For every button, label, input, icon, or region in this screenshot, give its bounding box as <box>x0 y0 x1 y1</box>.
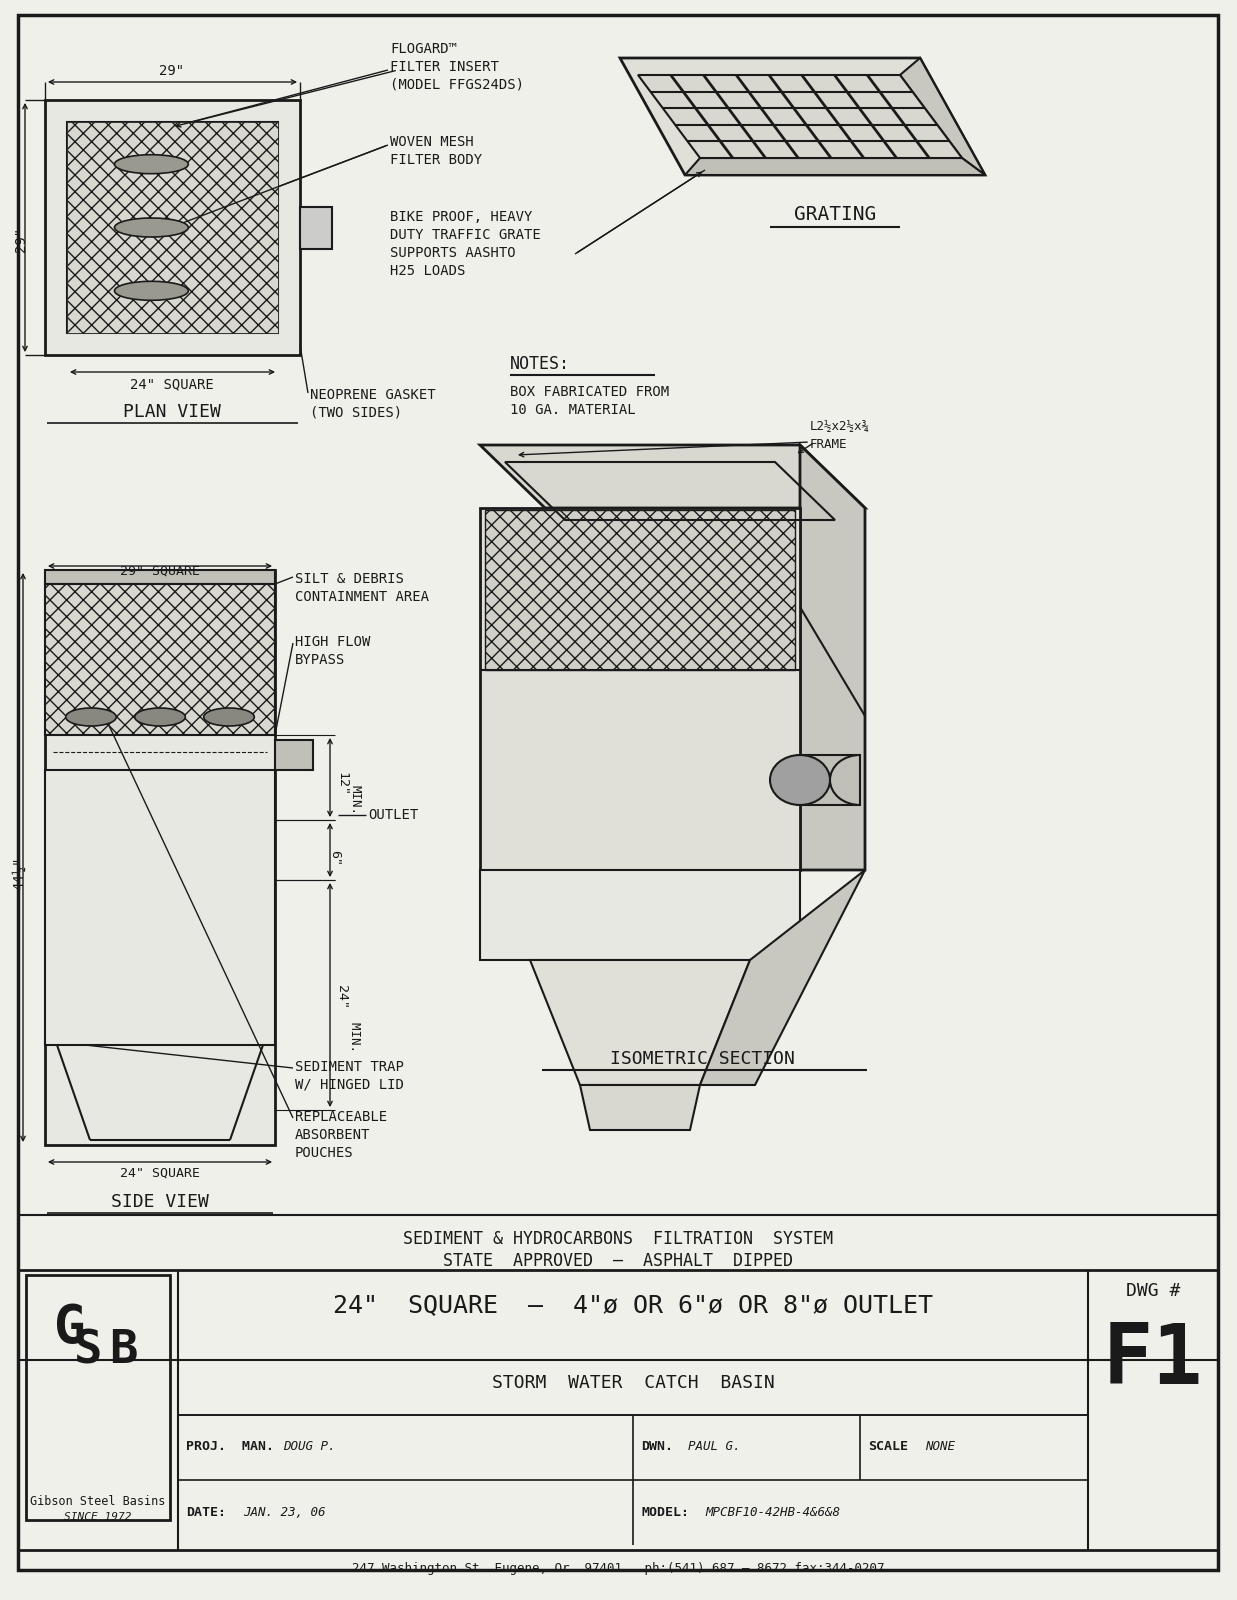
Text: JAN. 23, 06: JAN. 23, 06 <box>242 1506 325 1518</box>
Text: BIKE PROOF, HEAVY: BIKE PROOF, HEAVY <box>390 210 532 224</box>
Text: F1: F1 <box>1102 1320 1204 1402</box>
Bar <box>45 584 275 734</box>
Text: FILTER BODY: FILTER BODY <box>390 154 482 166</box>
Bar <box>45 570 275 1146</box>
Text: PROJ.  MAN.: PROJ. MAN. <box>186 1440 275 1453</box>
Polygon shape <box>480 445 865 509</box>
Ellipse shape <box>135 707 186 726</box>
Text: DATE:: DATE: <box>186 1506 226 1518</box>
Text: REPLACEABLE: REPLACEABLE <box>294 1110 387 1123</box>
Text: SIDE VIEW: SIDE VIEW <box>111 1194 209 1211</box>
Text: DWN.: DWN. <box>641 1440 673 1453</box>
Polygon shape <box>580 1085 700 1130</box>
Polygon shape <box>620 58 985 174</box>
Text: FLOGARD™: FLOGARD™ <box>390 42 456 56</box>
Bar <box>301 206 332 250</box>
Bar <box>45 584 275 734</box>
Text: HIGH FLOW: HIGH FLOW <box>294 635 370 650</box>
Text: SEDIMENT TRAP: SEDIMENT TRAP <box>294 1059 403 1074</box>
Text: OUTLET: OUTLET <box>367 808 418 822</box>
Polygon shape <box>800 445 865 870</box>
Ellipse shape <box>769 755 830 805</box>
Bar <box>45 570 275 584</box>
Polygon shape <box>700 870 865 1085</box>
Text: FRAME: FRAME <box>810 438 847 451</box>
Text: NONE: NONE <box>925 1440 955 1453</box>
Text: STATE  APPROVED  –  ASPHALT  DIPPED: STATE APPROVED – ASPHALT DIPPED <box>443 1251 793 1270</box>
Ellipse shape <box>115 282 188 301</box>
Text: 29" SQUARE: 29" SQUARE <box>120 565 200 578</box>
Bar <box>26 1275 169 1520</box>
Text: DWG #: DWG # <box>1126 1282 1180 1299</box>
Text: SINCE 1972: SINCE 1972 <box>64 1512 132 1522</box>
Text: POUCHES: POUCHES <box>294 1146 354 1160</box>
Text: ABSORBENT: ABSORBENT <box>294 1128 370 1142</box>
Text: NEOPRENE GASKET: NEOPRENE GASKET <box>310 387 435 402</box>
Bar <box>45 99 301 355</box>
Ellipse shape <box>204 707 255 726</box>
Polygon shape <box>485 510 795 670</box>
Text: 6": 6" <box>329 850 341 866</box>
Text: 29": 29" <box>160 64 184 78</box>
Text: (MODEL FFGS24DS): (MODEL FFGS24DS) <box>390 78 524 91</box>
Polygon shape <box>901 58 985 174</box>
Polygon shape <box>480 870 800 960</box>
Text: 12": 12" <box>335 773 348 795</box>
Text: 24" SQUARE: 24" SQUARE <box>130 378 214 390</box>
Bar <box>67 122 278 333</box>
Text: PLAN VIEW: PLAN VIEW <box>122 403 221 421</box>
Text: MIN.: MIN. <box>348 786 361 814</box>
Text: FILTER INSERT: FILTER INSERT <box>390 59 499 74</box>
Ellipse shape <box>115 155 188 174</box>
Text: ISOMETRIC SECTION: ISOMETRIC SECTION <box>610 1050 794 1069</box>
Text: SCALE: SCALE <box>868 1440 908 1453</box>
Text: 29": 29" <box>14 227 28 253</box>
Bar <box>800 755 860 805</box>
Text: SUPPORTS AASHTO: SUPPORTS AASHTO <box>390 246 516 259</box>
Text: GRATING: GRATING <box>794 205 876 224</box>
Text: DUTY TRAFFIC GRATE: DUTY TRAFFIC GRATE <box>390 227 541 242</box>
Text: MPCBF10-42HB-4&6&8: MPCBF10-42HB-4&6&8 <box>705 1506 840 1518</box>
Text: SEDIMENT & HYDROCARBONS  FILTRATION  SYSTEM: SEDIMENT & HYDROCARBONS FILTRATION SYSTE… <box>403 1230 833 1248</box>
Text: H25 LOADS: H25 LOADS <box>390 264 465 278</box>
Text: DOUG P.: DOUG P. <box>283 1440 335 1453</box>
Text: STORM  WATER  CATCH  BASIN: STORM WATER CATCH BASIN <box>491 1374 774 1392</box>
Text: MIN.: MIN. <box>348 1006 361 1053</box>
Text: MODEL:: MODEL: <box>641 1506 689 1518</box>
Text: B: B <box>109 1328 137 1373</box>
Text: WOVEN MESH: WOVEN MESH <box>390 134 474 149</box>
Text: G: G <box>54 1302 85 1354</box>
Text: S: S <box>74 1328 103 1373</box>
Bar <box>275 739 313 770</box>
Text: CONTAINMENT AREA: CONTAINMENT AREA <box>294 590 429 603</box>
Polygon shape <box>638 75 962 158</box>
Text: BYPASS: BYPASS <box>294 653 345 667</box>
Ellipse shape <box>66 707 116 726</box>
Polygon shape <box>529 960 750 1085</box>
Text: 24" SQUARE: 24" SQUARE <box>120 1166 200 1181</box>
Text: 247 Washington St. Eugene, Or. 97401   ph:(541) 687 – 8672 fax:344-0207: 247 Washington St. Eugene, Or. 97401 ph:… <box>351 1562 884 1574</box>
Bar <box>67 122 278 333</box>
Text: 24": 24" <box>335 986 348 1010</box>
Text: BOX FABRICATED FROM: BOX FABRICATED FROM <box>510 386 669 398</box>
Text: NOTES:: NOTES: <box>510 355 570 373</box>
Text: PAUL G.: PAUL G. <box>688 1440 741 1453</box>
Text: Gibson Steel Basins: Gibson Steel Basins <box>31 1494 166 1507</box>
Bar <box>45 770 275 1045</box>
Text: SILT & DEBRIS: SILT & DEBRIS <box>294 573 403 586</box>
Polygon shape <box>480 509 800 870</box>
Ellipse shape <box>115 218 188 237</box>
Text: 24"  SQUARE  –  4"ø OR 6"ø OR 8"ø OUTLET: 24" SQUARE – 4"ø OR 6"ø OR 8"ø OUTLET <box>333 1293 933 1317</box>
Text: (TWO SIDES): (TWO SIDES) <box>310 406 402 419</box>
Bar <box>19 1270 1218 1550</box>
Text: W/ HINGED LID: W/ HINGED LID <box>294 1078 403 1091</box>
Polygon shape <box>685 158 985 174</box>
Text: 44½": 44½" <box>12 858 26 891</box>
Text: L2½x2½x¾: L2½x2½x¾ <box>810 419 870 434</box>
Text: 10 GA. MATERIAL: 10 GA. MATERIAL <box>510 403 636 418</box>
